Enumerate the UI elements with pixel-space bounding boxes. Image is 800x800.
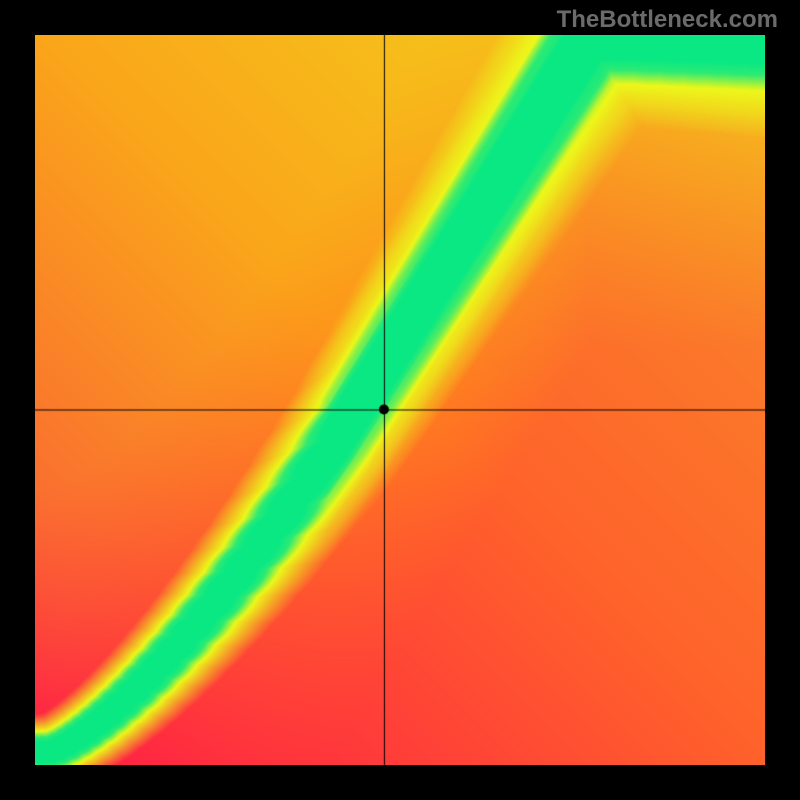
heatmap-canvas	[35, 35, 765, 765]
chart-container: TheBottleneck.com	[0, 0, 800, 800]
watermark-text: TheBottleneck.com	[557, 6, 778, 34]
plot-area	[35, 35, 765, 765]
